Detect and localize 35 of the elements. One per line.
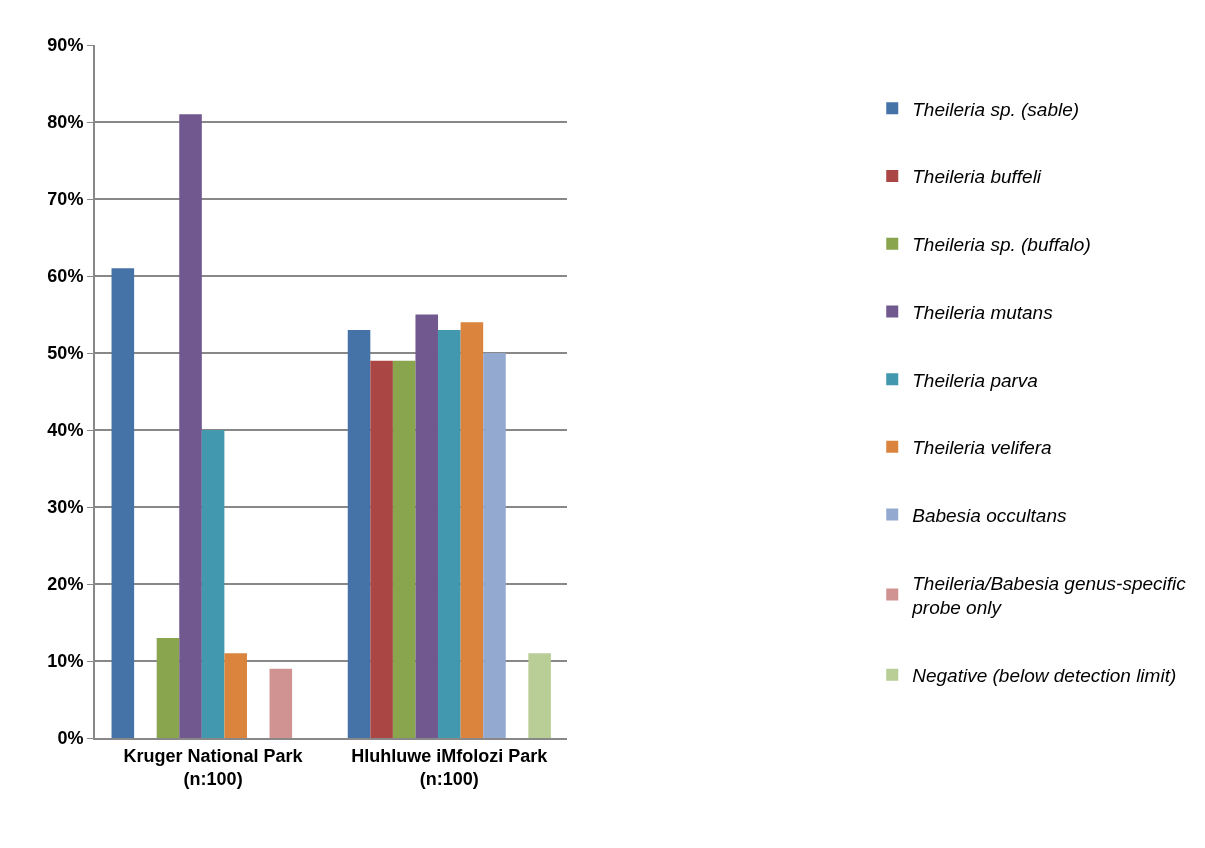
bar (269, 668, 293, 738)
bar (460, 322, 484, 738)
y-tick-label: 90% (47, 35, 84, 56)
bar (111, 268, 135, 738)
legend-label: Negative (below detection limit) (912, 665, 1177, 687)
bar (347, 329, 371, 738)
y-tick-label: 0% (57, 728, 84, 749)
legend-label: Theileria sp. (buffalo) (912, 234, 1091, 256)
bar (483, 353, 506, 738)
legend-label: Babesia occultans (912, 504, 1067, 526)
bar (528, 653, 551, 738)
bar (370, 360, 393, 738)
x-tick-label: Kruger National Park (n:100) (123, 745, 304, 789)
legend-label: Theileria parva (912, 369, 1038, 391)
y-tick-label: 40% (47, 420, 84, 441)
bar (415, 314, 439, 738)
y-tick-label: 60% (47, 266, 84, 287)
y-tick-label: 70% (47, 189, 84, 210)
y-tick-label: 10% (47, 651, 84, 672)
legend-label: Theileria velifera (912, 437, 1052, 459)
legend-label: Theileria sp. (sable) (912, 98, 1080, 120)
bar (392, 360, 416, 738)
legend-label: Theileria/Babesia genus-specific probe only (911, 572, 1187, 619)
bar (224, 653, 247, 738)
y-tick-label: 20% (47, 574, 84, 595)
y-tick-label: 50% (47, 343, 84, 364)
y-tick-label: 80% (47, 112, 84, 133)
legend-label: Theileria mutans (912, 301, 1054, 323)
legend-label: Theileria buffeli (912, 166, 1042, 188)
bar (438, 329, 461, 738)
x-tick-label: Hluhluwe iMfolozi Park (n:100) (351, 745, 549, 789)
y-tick-label: 30% (47, 497, 84, 518)
bar (201, 430, 225, 738)
bar (179, 114, 202, 738)
bar (156, 637, 180, 738)
